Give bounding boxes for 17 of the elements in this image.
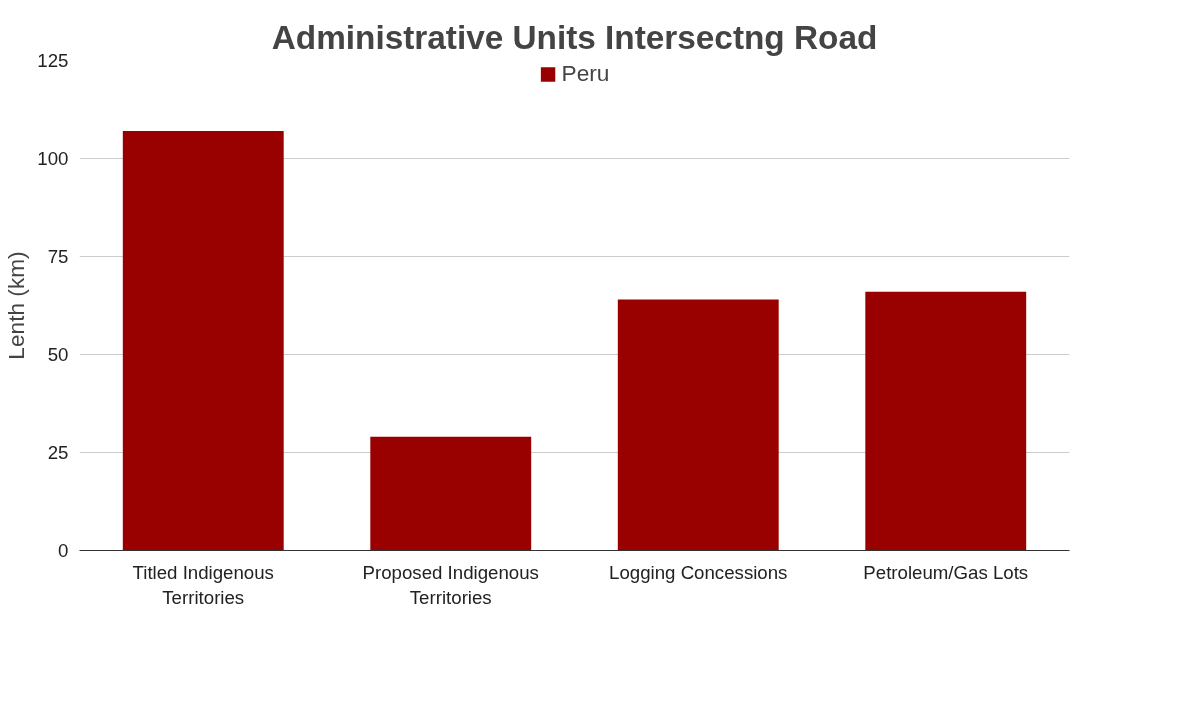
x-tick-label: Titled Indigenous Territories <box>132 561 274 608</box>
bar <box>617 299 779 551</box>
bar <box>370 436 532 551</box>
y-tick-label: 25 <box>47 442 69 463</box>
x-tick-label: Petroleum/Gas Lots <box>863 561 1029 583</box>
bar <box>122 131 284 551</box>
bar <box>865 291 1027 551</box>
y-tick-label: 0 <box>58 540 69 561</box>
legend-label: Peru <box>561 60 610 87</box>
x-tick-label: Logging Concessions <box>609 561 788 583</box>
y-tick-label: 50 <box>47 344 69 365</box>
x-tick-label: Proposed Indigenous Territories <box>362 561 539 608</box>
y-tick-label: 100 <box>37 148 69 169</box>
y-tick-label: 125 <box>37 50 69 71</box>
y-axis-title: Lenth (km) <box>3 251 30 360</box>
y-tick-label: 75 <box>47 246 69 267</box>
chart-title: Administrative Units Intersectng Road <box>271 18 878 56</box>
